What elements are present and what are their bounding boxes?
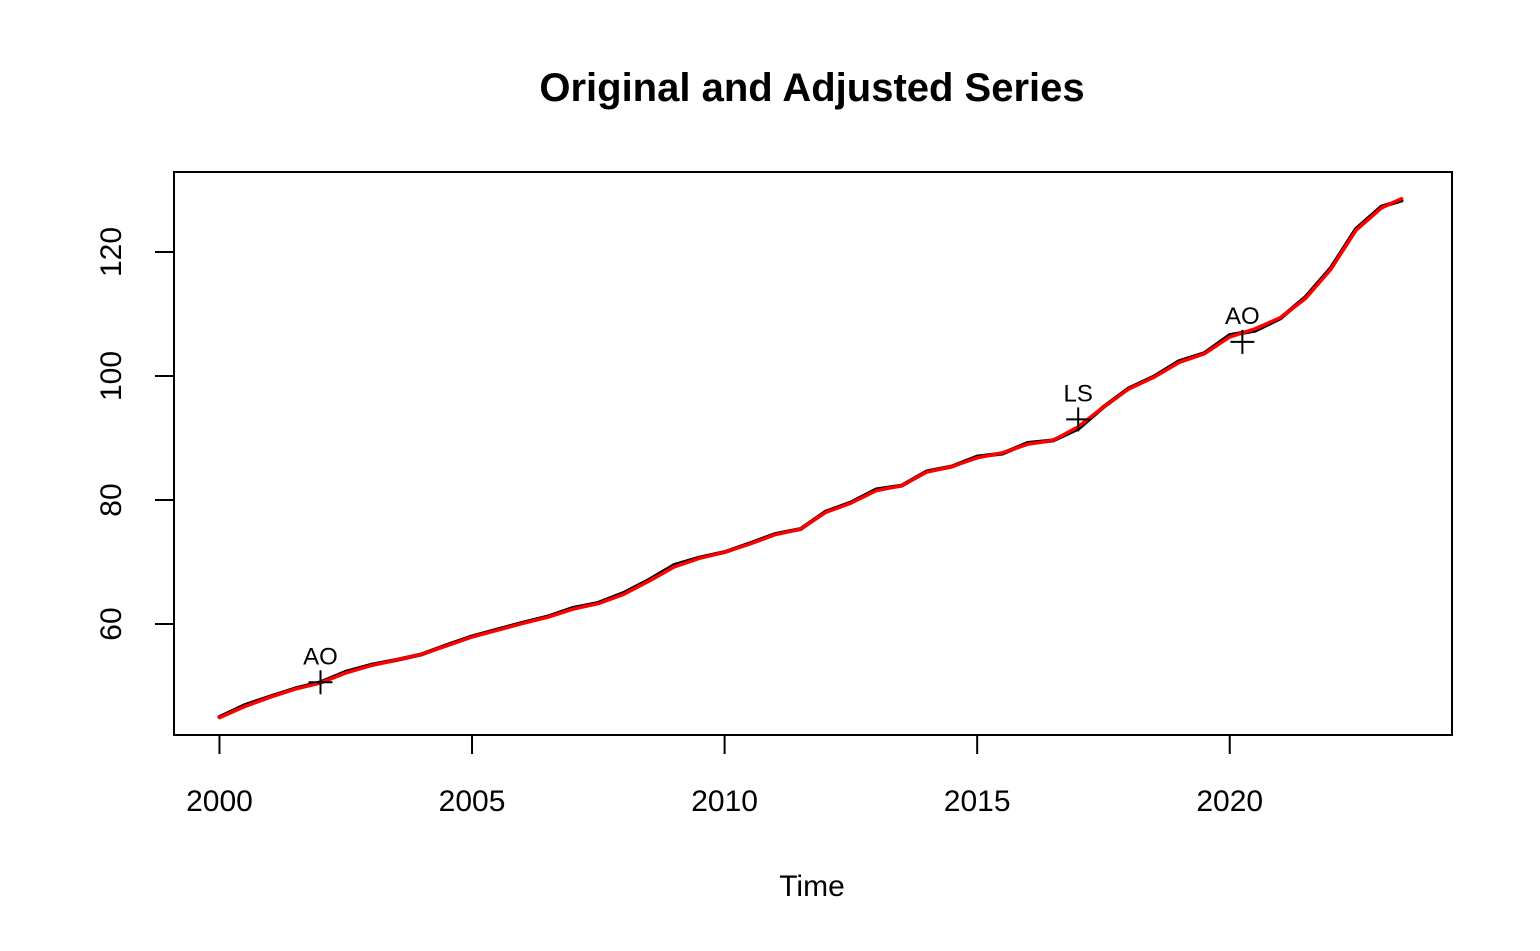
x-axis: 2000 2005 2010 2015 2020 [186,734,1263,818]
x-tick-label: 2005 [439,785,506,818]
outlier-label: AO [1225,303,1260,330]
original-series-line [217,198,1404,719]
y-tick-label: 80 [95,483,128,516]
series-layer [217,196,1404,720]
outlier-label: LS [1064,380,1093,407]
x-tick-label: 2020 [1196,785,1263,818]
x-tick-label: 2015 [944,785,1011,818]
y-tick-label: 60 [95,607,128,640]
chart-title: Original and Adjusted Series [539,66,1084,110]
x-tick-label: 2010 [691,785,758,818]
x-axis-label: Time [779,870,845,903]
adjusted-series-line [217,196,1404,720]
y-tick-label: 100 [95,351,128,401]
outlier-marker [1066,407,1091,432]
outlier-marker [308,670,333,695]
x-tick-label: 2000 [186,785,253,818]
outlier-layer: AO LS AO [303,303,1260,695]
y-tick-label: 120 [95,227,128,277]
outlier-label: AO [303,643,338,670]
outlier-marker [1230,329,1255,354]
y-axis: 60 80 100 120 [95,227,175,641]
plot-frame [173,171,1453,736]
